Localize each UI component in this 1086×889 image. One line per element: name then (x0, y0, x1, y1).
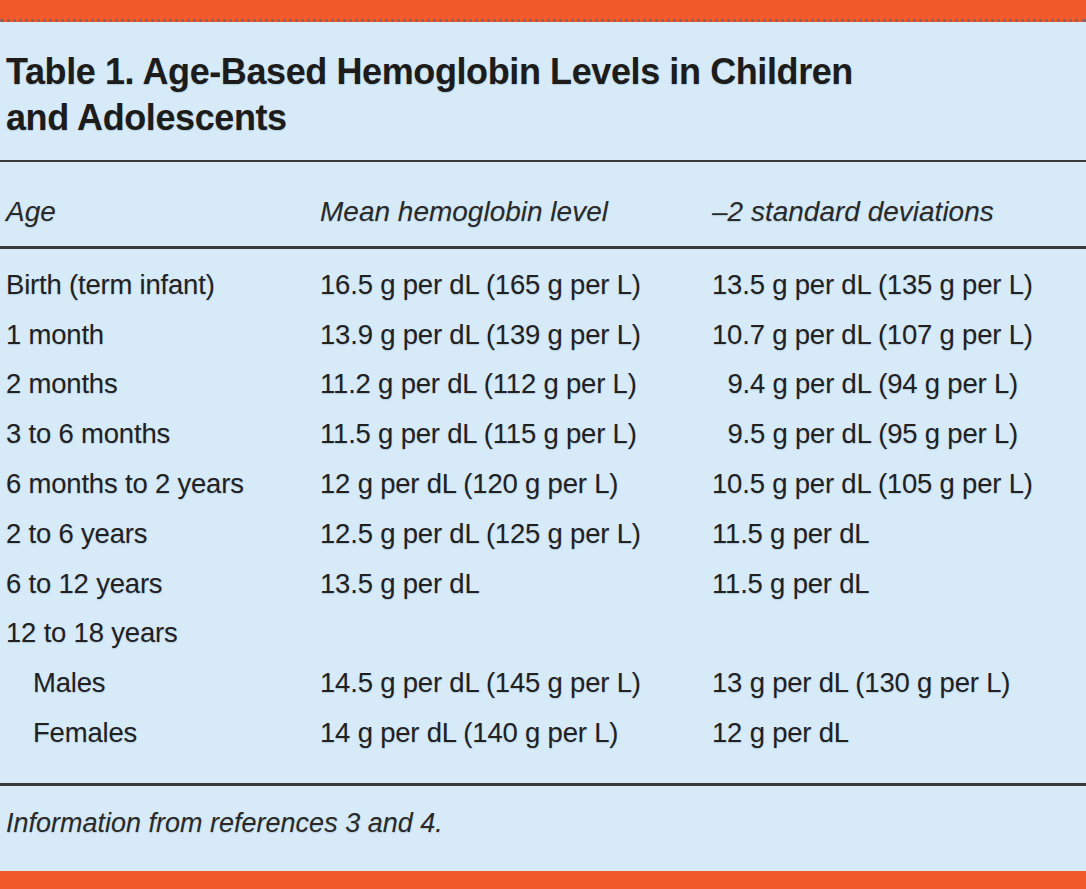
mean-hemoglobin-cell: 11.5 g per dL (115 g per L) (320, 409, 712, 459)
table-row: 3 to 6 months11.5 g per dL (115 g per L)… (0, 409, 1086, 459)
mean-hemoglobin-cell: 12 g per dL (120 g per L) (320, 459, 712, 509)
standard-deviation-cell: 10.5 g per dL (105 g per L) (712, 459, 1086, 509)
mean-hemoglobin-cell: 12.5 g per dL (125 g per L) (320, 509, 712, 559)
bottom-accent-bar (0, 871, 1086, 889)
age-cell: 2 to 6 years (6, 509, 320, 559)
age-cell: 1 month (6, 310, 320, 360)
table-row: 2 to 6 years12.5 g per dL (125 g per L)1… (0, 509, 1086, 559)
table-footnote: Information from references 3 and 4. (6, 803, 1086, 843)
table-content: Table 1. Age-Based Hemoglobin Levels in … (0, 22, 1086, 871)
table-title-line-2: and Adolescents (6, 95, 1086, 141)
standard-deviation-cell (712, 609, 1086, 659)
standard-deviation-cell: 11.5 g per dL (712, 509, 1086, 559)
age-cell: 6 months to 2 years (6, 459, 320, 509)
age-cell: 3 to 6 months (6, 409, 320, 459)
mean-hemoglobin-cell: 14.5 g per dL (145 g per L) (320, 658, 712, 708)
age-cell: Birth (term infant) (6, 260, 320, 310)
table-header-row: Age Mean hemoglobin level –2 standard de… (0, 162, 1086, 246)
journal-table-card: Table 1. Age-Based Hemoglobin Levels in … (0, 0, 1086, 889)
mean-hemoglobin-cell: 13.5 g per dL (320, 559, 712, 609)
table-row: 1 month13.9 g per dL (139 g per L)10.7 g… (0, 310, 1086, 360)
top-accent-bar (0, 0, 1086, 22)
standard-deviation-cell: 13 g per dL (130 g per L) (712, 658, 1086, 708)
table-title: Table 1. Age-Based Hemoglobin Levels in … (6, 49, 1086, 141)
table-row: Females14 g per dL (140 g per L)12 g per… (0, 708, 1086, 758)
table-row: Males14.5 g per dL (145 g per L)13 g per… (0, 658, 1086, 708)
standard-deviation-cell: 13.5 g per dL (135 g per L) (712, 260, 1086, 310)
age-cell: 2 months (6, 360, 320, 410)
standard-deviation-cell: 9.5 g per dL (95 g per L) (712, 409, 1086, 459)
column-header-mean-hemoglobin: Mean hemoglobin level (320, 196, 712, 228)
mean-hemoglobin-cell (320, 609, 712, 659)
table-row: 6 to 12 years13.5 g per dL11.5 g per dL (0, 559, 1086, 609)
column-header-standard-deviations: –2 standard deviations (712, 196, 1086, 228)
standard-deviation-cell: 9.4 g per dL (94 g per L) (712, 360, 1086, 410)
age-cell: 12 to 18 years (6, 609, 320, 659)
mean-hemoglobin-cell: 14 g per dL (140 g per L) (320, 708, 712, 758)
standard-deviation-cell: 11.5 g per dL (712, 559, 1086, 609)
age-cell: Males (6, 658, 320, 708)
age-cell: 6 to 12 years (6, 559, 320, 609)
standard-deviation-cell: 10.7 g per dL (107 g per L) (712, 310, 1086, 360)
mean-hemoglobin-cell: 13.9 g per dL (139 g per L) (320, 310, 712, 360)
table-row: 2 months11.2 g per dL (112 g per L)9.4 g… (0, 360, 1086, 410)
standard-deviation-cell: 12 g per dL (712, 708, 1086, 758)
column-header-age: Age (6, 196, 320, 228)
table-row: Birth (term infant)16.5 g per dL (165 g … (0, 260, 1086, 310)
rule-above-footnote (0, 783, 1086, 786)
table-row: 6 months to 2 years12 g per dL (120 g pe… (0, 459, 1086, 509)
table-row: 12 to 18 years (0, 609, 1086, 659)
mean-hemoglobin-cell: 16.5 g per dL (165 g per L) (320, 260, 712, 310)
table-title-line-1: Table 1. Age-Based Hemoglobin Levels in … (6, 49, 1086, 95)
table-body: Birth (term infant)16.5 g per dL (165 g … (0, 249, 1086, 758)
mean-hemoglobin-cell: 11.2 g per dL (112 g per L) (320, 360, 712, 410)
age-cell: Females (6, 708, 320, 758)
